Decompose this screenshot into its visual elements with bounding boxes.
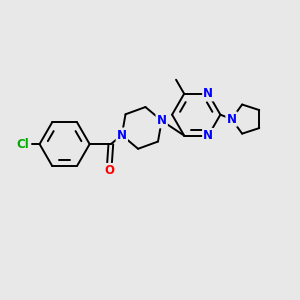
Text: N: N [226,112,237,126]
Text: N: N [157,114,167,127]
Text: Cl: Cl [16,138,29,151]
Text: N: N [203,87,213,100]
Text: N: N [203,129,213,142]
Text: O: O [104,164,114,177]
Text: N: N [117,129,127,142]
